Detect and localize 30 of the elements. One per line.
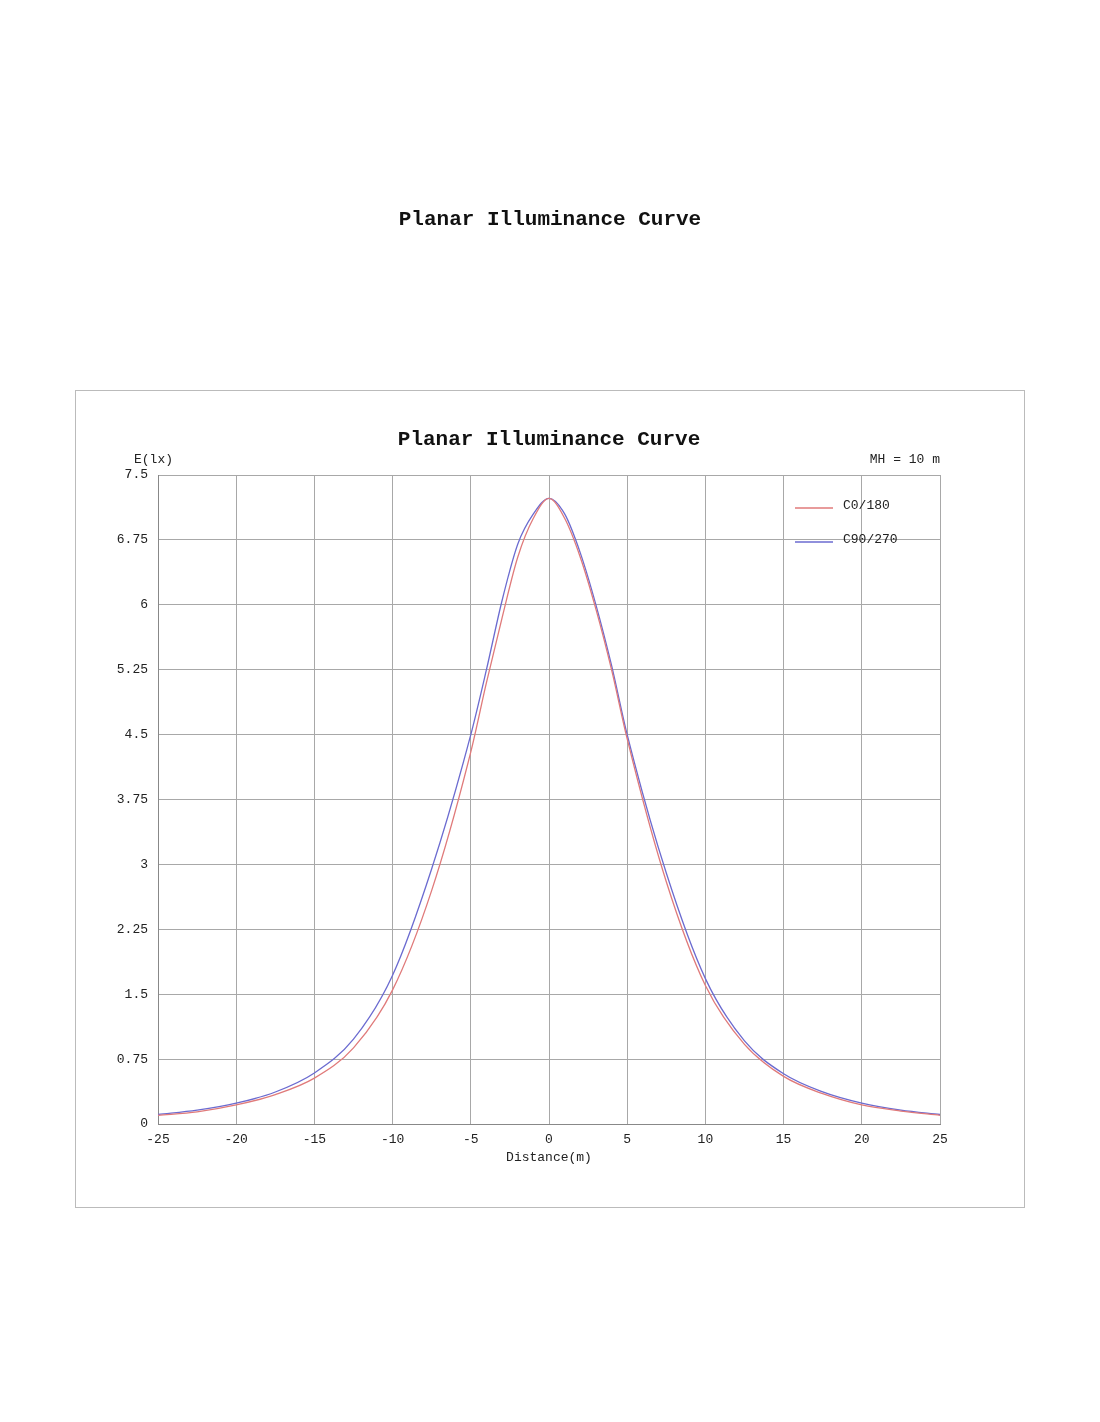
x-tick-label: 25 bbox=[932, 1132, 948, 1148]
y-tick-label: 6 bbox=[140, 597, 148, 613]
x-tick-label: -5 bbox=[463, 1132, 479, 1148]
x-tick-label: 20 bbox=[854, 1132, 870, 1148]
y-tick-label: 3 bbox=[140, 856, 148, 872]
y-tick-label: 3.75 bbox=[116, 791, 148, 807]
y-tick-label: 1.5 bbox=[124, 986, 148, 1002]
x-tick-label: -10 bbox=[380, 1132, 405, 1148]
x-tick-label: -15 bbox=[302, 1132, 327, 1148]
chart-title: Planar Illuminance Curve bbox=[398, 208, 702, 231]
x-tick-label: 5 bbox=[623, 1132, 632, 1148]
x-tick-label: 0 bbox=[545, 1132, 553, 1148]
y-tick-label: 4.5 bbox=[124, 727, 148, 743]
x-axis-title: Distance(m) bbox=[506, 1149, 592, 1165]
x-tick-label: -20 bbox=[224, 1132, 248, 1148]
legend-label: C0/180 bbox=[843, 498, 890, 514]
line-series bbox=[158, 497, 940, 1116]
legend-label: C90/270 bbox=[843, 532, 898, 548]
text: MH = 10 m bbox=[869, 452, 941, 467]
y-axis-title: E(lx) bbox=[134, 452, 174, 467]
y-tick-label: 2.25 bbox=[116, 921, 148, 937]
x-tick-label: 10 bbox=[697, 1132, 714, 1148]
chart-title: Planar Illuminance Curve bbox=[397, 428, 701, 451]
x-tick-label: -25 bbox=[146, 1132, 170, 1148]
x-tick-label: 15 bbox=[775, 1132, 792, 1148]
y-tick-label: 5.25 bbox=[116, 662, 148, 678]
y-tick-label: 0.75 bbox=[116, 1051, 148, 1067]
y-tick-label: 0 bbox=[140, 1116, 148, 1132]
y-tick-label: 6.75 bbox=[116, 532, 148, 548]
y-tick-label: 7.5 bbox=[124, 467, 148, 483]
